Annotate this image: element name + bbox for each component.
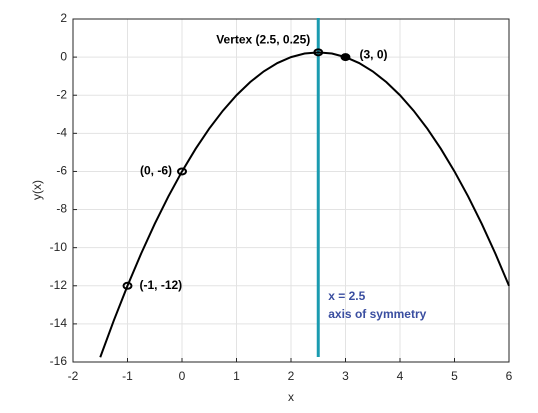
x-tick-label: 3 (342, 369, 349, 383)
point-label: (0, -6) (140, 164, 172, 178)
x-tick-label: 1 (233, 369, 240, 383)
point-label: (3, 0) (360, 47, 388, 61)
point-marker (313, 48, 324, 57)
curve (99, 51, 510, 358)
y-tick-label: -14 (50, 316, 68, 330)
y-tick-label: 0 (60, 49, 67, 63)
axis-annotation: x = 2.5 (328, 289, 365, 303)
y-tick-label: -8 (56, 202, 67, 216)
point-marker (340, 53, 351, 62)
x-tick-label: 4 (397, 369, 404, 383)
y-tick-label: -6 (56, 164, 67, 178)
point-marker (122, 281, 133, 290)
y-tick-label: -10 (50, 240, 68, 254)
x-tick-label: -2 (68, 369, 79, 383)
x-tick-label: 2 (288, 369, 295, 383)
y-axis-label: y(x) (30, 180, 44, 200)
plot-frame (72, 18, 510, 363)
point-label: (-1, -12) (140, 278, 183, 292)
x-tick-label: 6 (506, 369, 513, 383)
y-tick-label: -16 (50, 354, 68, 368)
y-tick-label: -4 (56, 126, 67, 140)
y-tick-label: 2 (60, 11, 67, 25)
x-tick-label: 0 (179, 369, 186, 383)
y-tick-label: -2 (56, 87, 67, 101)
point-label: Vertex (2.5, 0.25) (216, 33, 310, 47)
x-tick-label: 5 (451, 369, 458, 383)
axis-annotation: axis of symmetry (328, 307, 426, 321)
x-axis-label: x (288, 390, 294, 404)
y-tick-label: -12 (50, 278, 68, 292)
point-marker (177, 167, 187, 176)
x-tick-label: -1 (122, 369, 133, 383)
